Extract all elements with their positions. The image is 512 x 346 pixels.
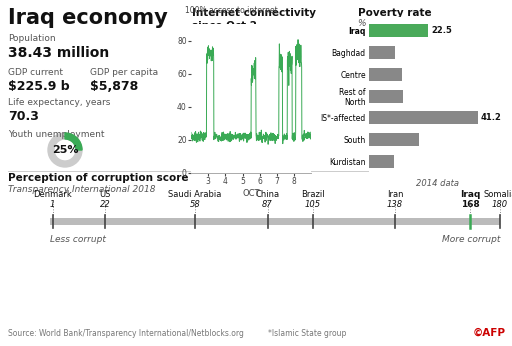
Text: Denmark: Denmark xyxy=(33,190,72,199)
Text: 168: 168 xyxy=(461,200,479,209)
Text: Brazil: Brazil xyxy=(301,190,324,199)
X-axis label: OCT: OCT xyxy=(242,189,260,198)
Text: Internet connectivity
since Oct 2: Internet connectivity since Oct 2 xyxy=(192,8,316,31)
Text: 58: 58 xyxy=(189,200,200,209)
Text: $5,878: $5,878 xyxy=(90,80,138,93)
Text: Saudi Arabia: Saudi Arabia xyxy=(168,190,222,199)
Text: Iraq economy: Iraq economy xyxy=(8,8,168,28)
Text: Poverty rate: Poverty rate xyxy=(358,8,432,18)
Text: 22: 22 xyxy=(100,200,111,209)
Text: China: China xyxy=(255,190,280,199)
Text: *Islamic State group: *Islamic State group xyxy=(268,329,347,338)
Text: % of population: % of population xyxy=(358,19,429,28)
Text: 70.3: 70.3 xyxy=(8,110,39,123)
Text: Source: World Bank/Transparency International/Netblocks.org: Source: World Bank/Transparency Internat… xyxy=(8,329,244,338)
Text: 1: 1 xyxy=(50,200,55,209)
Text: GDP current: GDP current xyxy=(8,68,63,77)
Text: More corrupt: More corrupt xyxy=(442,235,500,244)
Bar xyxy=(369,155,394,167)
Bar xyxy=(369,46,395,59)
Text: 180: 180 xyxy=(492,200,508,209)
Text: US: US xyxy=(99,190,111,199)
Bar xyxy=(369,68,402,81)
Text: Data from Netblocks.org: Data from Netblocks.org xyxy=(192,28,303,37)
Wedge shape xyxy=(48,133,82,167)
Text: Life expectancy, years: Life expectancy, years xyxy=(8,98,111,107)
Text: 22.5: 22.5 xyxy=(431,26,452,35)
Text: 41.2: 41.2 xyxy=(481,113,502,122)
Text: 100% access to internet: 100% access to internet xyxy=(185,6,278,15)
FancyBboxPatch shape xyxy=(50,218,500,225)
Wedge shape xyxy=(65,133,82,150)
Text: 38.43 million: 38.43 million xyxy=(8,46,109,60)
Text: Iraq: Iraq xyxy=(460,190,480,199)
Text: 105: 105 xyxy=(305,200,321,209)
Text: 25%: 25% xyxy=(52,145,78,155)
Bar xyxy=(369,90,403,102)
Bar xyxy=(369,25,429,37)
Text: 2014 data: 2014 data xyxy=(416,179,459,188)
Text: 138: 138 xyxy=(387,200,403,209)
Text: ©AFP: ©AFP xyxy=(473,328,506,338)
Text: Transparency International 2018: Transparency International 2018 xyxy=(8,185,156,194)
Text: Iran: Iran xyxy=(387,190,403,199)
Text: Somalia: Somalia xyxy=(483,190,512,199)
Text: Perception of corruption score: Perception of corruption score xyxy=(8,173,188,183)
Text: Population: Population xyxy=(8,34,56,43)
Text: $225.9 b: $225.9 b xyxy=(8,80,70,93)
Text: 87: 87 xyxy=(262,200,273,209)
Bar xyxy=(369,111,478,124)
Text: GDP per capita: GDP per capita xyxy=(90,68,158,77)
Bar xyxy=(369,133,419,146)
Text: Less corrupt: Less corrupt xyxy=(50,235,106,244)
Text: Youth unemployment: Youth unemployment xyxy=(8,130,104,139)
